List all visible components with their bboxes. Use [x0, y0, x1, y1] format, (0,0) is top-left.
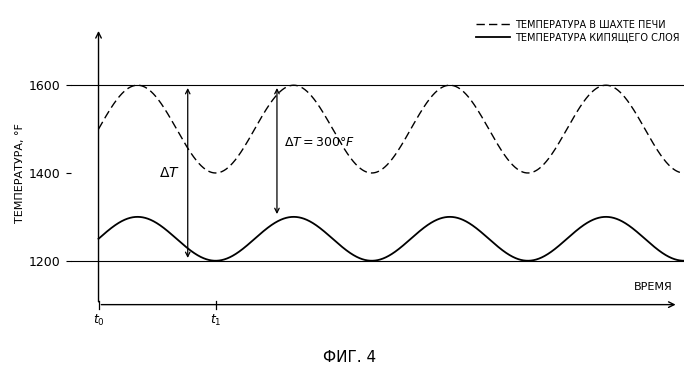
ТЕМПЕРАТУРА В ШАХТЕ ПЕЧИ [196, 163, 204, 167]
Line: ТЕМПЕРАТУРА В ШАХТЕ ПЕЧИ: ТЕМПЕРАТУРА В ШАХТЕ ПЕЧИ [99, 85, 684, 173]
ТЕМПЕРАТУРА КИПЯЩЕГО СЛОЯ [161, 227, 170, 231]
ТЕМПЕРАТУРА В ШАХТЕ ПЕЧИ [345, 153, 353, 157]
ТЕМПЕРАТУРА В ШАХТЕ ПЕЧИ [134, 83, 142, 87]
ТЕМПЕРАТУРА КИПЯЩЕГО СЛОЯ [668, 256, 677, 261]
ТЕМПЕРАТУРА В ШАХТЕ ПЕЧИ [161, 108, 170, 112]
Text: $t_0$: $t_0$ [92, 312, 104, 328]
Text: $t_1$: $t_1$ [210, 312, 222, 328]
ТЕМПЕРАТУРА КИПЯЩЕГО СЛОЯ [196, 254, 204, 259]
ТЕМПЕРАТУРА КИПЯЩЕГО СЛОЯ [605, 215, 614, 219]
Legend: ТЕМПЕРАТУРА В ШАХТЕ ПЕЧИ, ТЕМПЕРАТУРА КИПЯЩЕГО СЛОЯ: ТЕМПЕРАТУРА В ШАХТЕ ПЕЧИ, ТЕМПЕРАТУРА КИ… [476, 20, 679, 43]
ТЕМПЕРАТУРА В ШАХТЕ ПЕЧИ [668, 166, 677, 171]
ТЕМПЕРАТУРА КИПЯЩЕГО СЛОЯ [680, 259, 689, 263]
Text: ФИГ. 4: ФИГ. 4 [323, 350, 376, 365]
ТЕМПЕРАТУРА В ШАХТЕ ПЕЧИ [680, 171, 689, 175]
Line: ТЕМПЕРАТУРА КИПЯЩЕГО СЛОЯ: ТЕМПЕРАТУРА КИПЯЩЕГО СЛОЯ [99, 217, 684, 261]
Text: ВРЕМЯ: ВРЕМЯ [634, 282, 673, 292]
ТЕМПЕРАТУРА КИПЯЩЕГО СЛОЯ [94, 237, 103, 241]
ТЕМПЕРАТУРА КИПЯЩЕГО СЛОЯ [134, 215, 142, 219]
ТЕМПЕРАТУРА В ШАХТЕ ПЕЧИ [94, 127, 103, 131]
Y-axis label: ТЕМПЕРАТУРА, °F: ТЕМПЕРАТУРА, °F [15, 123, 25, 223]
ТЕМПЕРАТУРА В ШАХТЕ ПЕЧИ [319, 110, 327, 115]
ТЕМПЕРАТУРА КИПЯЩЕГО СЛОЯ [319, 228, 327, 233]
ТЕМПЕРАТУРА КИПЯЩЕГО СЛОЯ [345, 250, 353, 254]
Text: $\Delta T=300°F$: $\Delta T=300°F$ [284, 136, 354, 149]
ТЕМПЕРАТУРА В ШАХТЕ ПЕЧИ [605, 83, 614, 88]
Text: $\Delta T$: $\Delta T$ [159, 166, 180, 180]
